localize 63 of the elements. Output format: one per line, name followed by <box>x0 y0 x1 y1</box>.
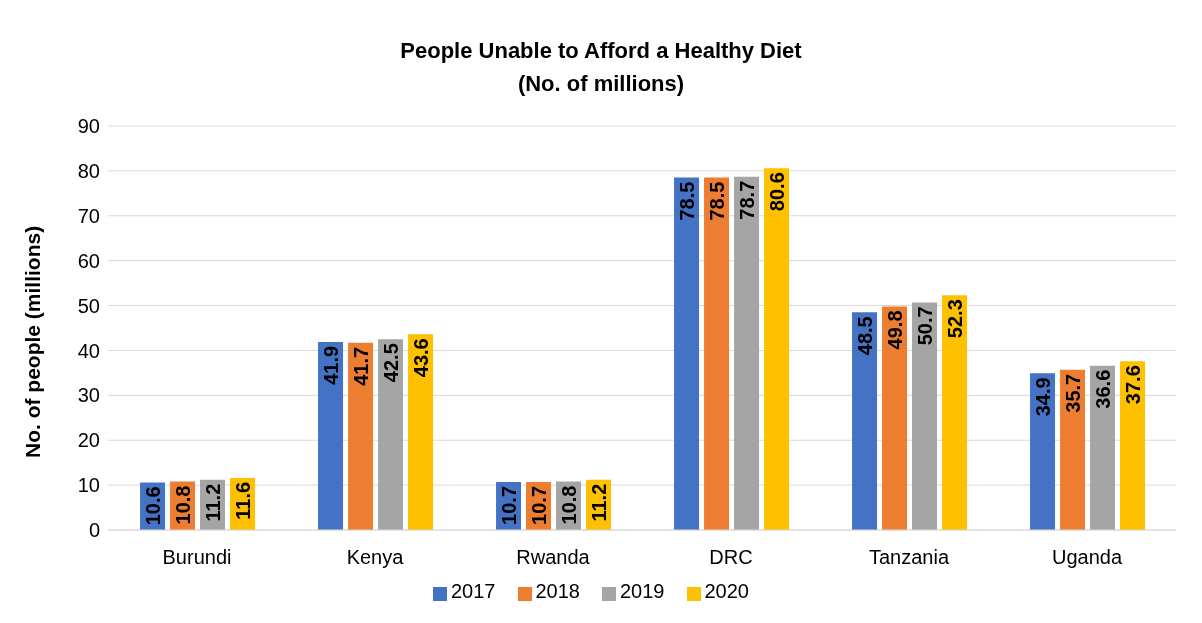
bar <box>378 339 404 530</box>
data-label: 37.6 <box>1121 365 1144 405</box>
data-label: 52.3 <box>943 299 966 339</box>
data-label: 49.8 <box>883 310 906 350</box>
bar <box>1060 369 1086 530</box>
y-tick-label: 50 <box>77 294 100 317</box>
data-label: 48.5 <box>853 316 876 356</box>
x-tick-label: DRC <box>709 546 753 569</box>
data-label: 80.6 <box>765 172 788 212</box>
bar <box>882 306 908 530</box>
legend-label: 2017 <box>451 580 496 602</box>
data-label: 41.9 <box>319 345 342 385</box>
data-label: 11.6 <box>231 481 254 520</box>
x-tick-label: Burundi <box>162 546 232 569</box>
data-label: 36.6 <box>1091 369 1114 409</box>
bar <box>942 295 968 530</box>
data-label: 43.6 <box>409 338 432 378</box>
chart-subtitle: (No. of millions) <box>516 70 686 98</box>
data-label: 11.2 <box>587 483 610 522</box>
y-tick-label: 10 <box>77 474 100 497</box>
legend-label: 2019 <box>620 580 665 602</box>
y-tick-label: 0 <box>88 519 100 542</box>
y-tick-label: 30 <box>77 384 100 407</box>
y-tick-label: 70 <box>77 204 100 227</box>
bar <box>674 177 700 530</box>
legend-label: 2018 <box>535 580 580 602</box>
y-tick-label: 90 <box>77 115 100 138</box>
bar <box>1120 361 1146 530</box>
data-label: 42.5 <box>379 343 402 383</box>
bar <box>852 312 878 530</box>
bar <box>1090 365 1116 530</box>
data-label: 78.5 <box>705 181 728 221</box>
bar <box>1030 373 1056 530</box>
data-label: 10.8 <box>557 485 580 525</box>
legend-label: 2020 <box>704 580 749 602</box>
data-label: 78.7 <box>735 180 758 220</box>
bar <box>734 176 760 530</box>
bar <box>704 177 730 530</box>
bar <box>912 302 938 530</box>
data-label: 41.7 <box>349 346 372 386</box>
chart-title: People Unable to Afford a Healthy Diet <box>399 37 803 65</box>
data-label: 10.7 <box>527 485 550 525</box>
y-tick-label: 40 <box>77 339 100 362</box>
data-label: 10.8 <box>171 485 194 525</box>
data-label: 50.7 <box>913 306 936 346</box>
data-label: 10.7 <box>497 485 520 525</box>
y-tick-label: 20 <box>77 429 100 452</box>
data-label: 10.6 <box>141 486 164 526</box>
bar <box>408 334 434 530</box>
data-label: 35.7 <box>1061 373 1084 413</box>
y-tick-label: 60 <box>77 249 100 272</box>
x-tick-label: Uganda <box>1051 546 1123 569</box>
x-tick-label: Rwanda <box>516 546 591 569</box>
y-axis-title: No. of people (millions) <box>21 225 45 458</box>
data-label: 78.5 <box>675 181 698 221</box>
x-tick-label: Tanzania <box>868 546 950 569</box>
x-tick-label: Kenya <box>346 546 405 569</box>
y-tick-label: 80 <box>77 159 100 182</box>
bar <box>348 342 374 530</box>
data-label: 11.2 <box>201 483 224 522</box>
data-label: 34.9 <box>1031 377 1054 417</box>
bar <box>764 168 790 530</box>
bar <box>318 341 344 530</box>
